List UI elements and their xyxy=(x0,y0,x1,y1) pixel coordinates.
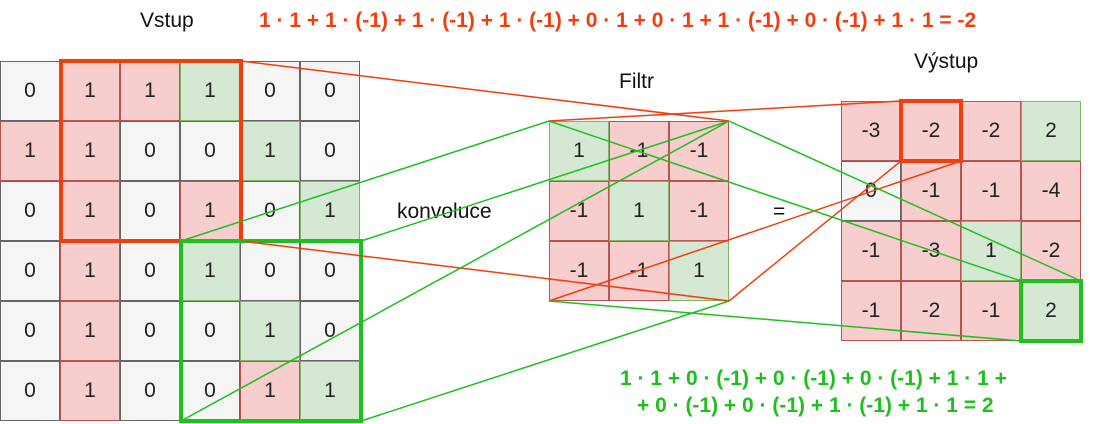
input-cell-r0-c0: 0 xyxy=(0,61,60,121)
input-cell-r2-c1: 1 xyxy=(60,181,120,241)
output-cell-r0-c0: -3 xyxy=(841,101,901,161)
green-connector-filter-output-2 xyxy=(728,120,1082,282)
filter-cell-r1-c2: -1 xyxy=(669,181,729,241)
input-cell-r4-c1: 1 xyxy=(60,301,120,361)
filter-cell-r1-c1: 1 xyxy=(609,181,669,241)
output-cell-r1-c3: -4 xyxy=(1021,161,1081,221)
green-connector-input-filter-1 xyxy=(180,120,550,242)
input-cell-r3-c1: 1 xyxy=(60,241,120,301)
input-window-red xyxy=(59,59,243,243)
output-matrix: -3-2-220-1-1-4-1-31-2-1-2-12 xyxy=(841,101,1081,341)
green-connector-input-filter-2 xyxy=(360,120,730,242)
input-cell-r2-c0: 0 xyxy=(0,181,60,241)
input-label: Vstup xyxy=(140,9,194,32)
green-connector-filter-output-1 xyxy=(548,120,1022,282)
input-cell-r3-c2: 0 xyxy=(120,241,180,301)
green-connector-input-filter-4 xyxy=(360,300,730,422)
input-cell-r4-c0: 0 xyxy=(0,301,60,361)
input-cell-r5-c1: 1 xyxy=(60,361,120,421)
red-connector-filter-output-3 xyxy=(728,160,902,302)
input-cell-r5-c0: 0 xyxy=(0,361,60,421)
output-cell-r1-c2: -1 xyxy=(961,161,1021,221)
input-cell-r0-c4: 0 xyxy=(240,61,300,121)
input-window-green xyxy=(179,239,363,423)
red-formula: 1 · 1 + 1 · (-1) + 1 · (-1) + 1 · (-1) +… xyxy=(259,9,977,32)
output-cell-r0-c2: -2 xyxy=(961,101,1021,161)
red-connector-filter-output-2 xyxy=(548,160,962,302)
output-cell-r0-c3: 2 xyxy=(1021,101,1081,161)
input-cell-r1-c5: 0 xyxy=(300,121,360,181)
green-connector-input-filter-3 xyxy=(180,120,730,422)
input-cell-r4-c4: 1 xyxy=(240,301,300,361)
output-cell-r3-c2: -1 xyxy=(961,281,1021,341)
input-cell-r2-c5: 1 xyxy=(300,181,360,241)
red-connector-input-filter-1 xyxy=(240,60,730,122)
input-cell-r3-c3: 1 xyxy=(180,241,240,301)
output-cell-green xyxy=(1019,279,1083,343)
equals-sign: = xyxy=(773,200,786,223)
filter-cell-r2-c2: 1 xyxy=(669,241,729,301)
input-cell-r5-c2: 0 xyxy=(120,361,180,421)
filter-label: Filtr xyxy=(619,70,654,93)
output-cell-r2-c3: -2 xyxy=(1021,221,1081,281)
input-cell-r1-c1: 1 xyxy=(60,121,120,181)
output-label: Výstup xyxy=(914,50,979,73)
input-cell-r0-c2: 1 xyxy=(120,61,180,121)
input-cell-r5-c3: 0 xyxy=(180,361,240,421)
green-formula-line-1: 1 · 1 + 0 · (-1) + 0 · (-1) + 0 · (-1) +… xyxy=(620,367,1007,390)
filter-cell-r0-c2: -1 xyxy=(669,121,729,181)
input-cell-r2-c2: 0 xyxy=(120,181,180,241)
input-cell-r4-c2: 0 xyxy=(120,301,180,361)
output-cell-r3-c0: -1 xyxy=(841,281,901,341)
input-cell-r0-c1: 1 xyxy=(60,61,120,121)
green-formula-line-2: + 0 · (-1) + 0 · (-1) + 1 · (-1) + 1 · 1… xyxy=(637,394,994,417)
input-cell-r1-c2: 0 xyxy=(120,121,180,181)
red-connector-filter-output-1 xyxy=(548,100,902,122)
green-connector-filter-output-3 xyxy=(548,300,1022,342)
input-cell-r1-c3: 0 xyxy=(180,121,240,181)
red-connector-input-filter-2 xyxy=(240,240,730,302)
input-cell-r3-c5: 0 xyxy=(300,241,360,301)
output-cell-r2-c0: -1 xyxy=(841,221,901,281)
output-cell-r3-c3: 2 xyxy=(1021,281,1081,341)
input-cell-r0-c5: 0 xyxy=(300,61,360,121)
output-cell-red xyxy=(899,99,963,163)
filter-cell-r2-c0: -1 xyxy=(549,241,609,301)
input-cell-r3-c0: 0 xyxy=(0,241,60,301)
input-cell-r5-c4: 1 xyxy=(240,361,300,421)
filter-cell-r1-c0: -1 xyxy=(549,181,609,241)
